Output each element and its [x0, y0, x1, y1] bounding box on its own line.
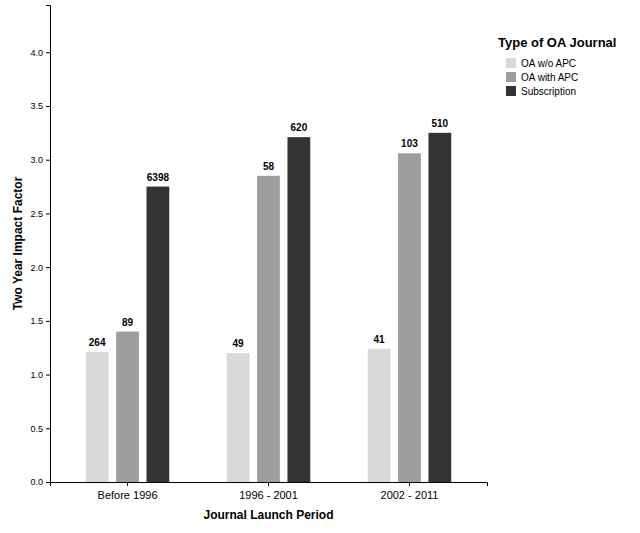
- x-tick: 2002 - 2011: [381, 482, 439, 501]
- y-axis: 0.0 0.5 1.0 1.5 2.0 2.5 3.0 3.5 4.0: [30, 6, 50, 488]
- legend-swatch: [506, 86, 516, 96]
- y-tick-label: 2.0: [30, 263, 43, 273]
- x-axis: Before 1996 1996 - 2001 2002 - 2011: [51, 482, 488, 501]
- chart: 0.0 0.5 1.0 1.5 2.0 2.5 3.0 3.5 4.0 Before 1996 19…: [0, 0, 640, 533]
- bars: [86, 133, 451, 482]
- count-label: 41: [374, 334, 386, 345]
- x-tick-mark: [268, 482, 269, 486]
- x-tick-label: 2002 - 2011: [381, 489, 439, 501]
- y-tick: 1.5: [30, 316, 50, 326]
- bar: [398, 153, 421, 482]
- y-tick-label: 1.0: [30, 370, 43, 380]
- y-tick-label: 4.0: [30, 48, 43, 58]
- y-tick-mark: [46, 106, 50, 107]
- y-tick-mark: [46, 428, 50, 429]
- y-tick-label: 1.5: [30, 316, 43, 326]
- x-axis-title: Journal Launch Period: [203, 508, 333, 522]
- count-label: 6398: [147, 172, 170, 183]
- y-tick-label: 2.5: [30, 209, 43, 219]
- y-axis-line: [46, 6, 51, 483]
- plot-area: 0.0 0.5 1.0 1.5 2.0 2.5 3.0 3.5 4.0 Before 1996 19…: [30, 6, 487, 501]
- bar: [147, 187, 170, 482]
- legend-label: OA with APC: [521, 72, 578, 83]
- y-tick: 3.0: [30, 155, 50, 165]
- y-tick: 2.5: [30, 209, 50, 219]
- legend-title: Type of OA Journal: [498, 35, 616, 50]
- bar: [368, 349, 391, 482]
- bar: [227, 353, 250, 482]
- y-tick-mark: [46, 375, 50, 376]
- y-tick-label: 0.0: [30, 477, 43, 487]
- x-tick: Before 1996: [98, 482, 158, 501]
- bar-labels: 264 49 41 89 58 103 6398 620 510: [89, 118, 449, 349]
- bar: [86, 352, 109, 482]
- x-axis-line: [51, 483, 488, 487]
- count-label: 264: [89, 337, 106, 348]
- bar: [428, 133, 451, 482]
- count-label: 510: [431, 118, 448, 129]
- x-tick-mark: [127, 482, 128, 486]
- y-tick-label: 3.0: [30, 155, 43, 165]
- y-tick-label: 0.5: [30, 424, 43, 434]
- x-tick: 1996 - 2001: [239, 482, 298, 501]
- legend-label: Subscription: [521, 86, 576, 97]
- y-tick: 1.0: [30, 370, 50, 380]
- y-tick: 4.0: [30, 48, 50, 58]
- x-tick-mark: [409, 482, 410, 486]
- y-tick: 3.5: [30, 101, 50, 111]
- y-tick: 0.0: [30, 477, 50, 487]
- y-tick-mark: [46, 321, 50, 322]
- bar: [287, 137, 310, 482]
- y-tick: 0.5: [30, 424, 50, 434]
- count-label: 89: [122, 317, 134, 328]
- count-label: 620: [291, 122, 308, 133]
- y-tick-mark: [46, 160, 50, 161]
- bar: [116, 332, 139, 482]
- y-tick-mark: [46, 482, 50, 483]
- count-label: 49: [233, 338, 245, 349]
- count-label: 103: [401, 138, 418, 149]
- series: [147, 133, 452, 482]
- legend: Type of OA Journal OA w/o APC OA with APC S…: [498, 35, 616, 97]
- legend-swatch: [506, 72, 516, 82]
- y-tick-mark: [46, 213, 50, 214]
- x-tick-label: 1996 - 2001: [239, 489, 298, 501]
- bar: [257, 176, 280, 482]
- y-tick-label: 3.5: [30, 101, 43, 111]
- y-tick: 2.0: [30, 263, 50, 273]
- legend-swatch: [506, 58, 516, 68]
- series: [116, 153, 421, 482]
- y-tick-mark: [46, 267, 50, 268]
- x-tick-label: Before 1996: [98, 489, 158, 501]
- y-axis-title: Two Year Impact Factor: [11, 176, 25, 310]
- y-tick-mark: [46, 52, 50, 53]
- legend-label: OA w/o APC: [521, 58, 576, 69]
- count-label: 58: [263, 161, 275, 172]
